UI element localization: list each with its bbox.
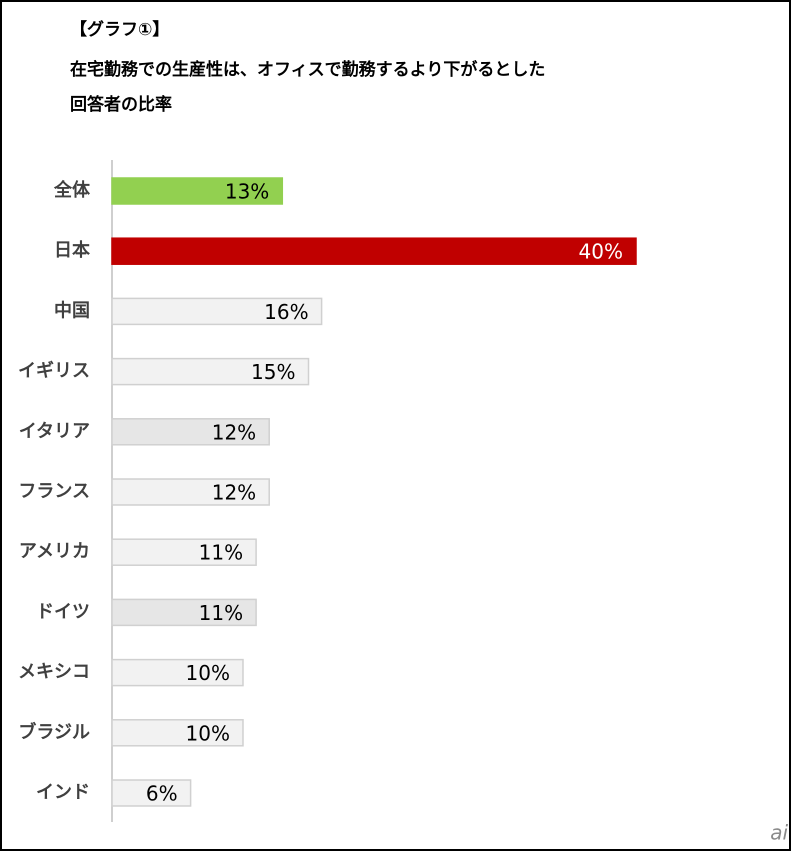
category-label: メキシコ <box>18 662 90 683</box>
category-label: ブラジル <box>18 721 90 743</box>
category-label: アメリカ <box>19 541 90 562</box>
category-label: 中国 <box>54 299 90 321</box>
category-label: 全体 <box>53 179 91 201</box>
category-label: イタリア <box>19 421 90 442</box>
category-label: 日本 <box>54 239 90 261</box>
category-label: イギリス <box>18 361 90 382</box>
bar <box>111 658 244 687</box>
value-label: 11% <box>199 541 243 565</box>
value-label: 11% <box>199 601 243 625</box>
category-label: インド <box>36 782 90 803</box>
value-label: 12% <box>212 420 256 444</box>
bar <box>111 538 257 566</box>
bar <box>111 598 257 627</box>
bar <box>111 418 270 446</box>
chart-title: 回答者の比率 <box>70 94 172 115</box>
value-label: 6% <box>146 782 178 806</box>
value-label: 15% <box>251 360 295 384</box>
bar <box>111 719 244 747</box>
chart-title: 在宅勤務での生産性は、オフィスで勤務するより下がるとした <box>70 59 545 80</box>
value-label: 40% <box>579 240 623 264</box>
bar <box>111 478 270 506</box>
value-label: 13% <box>225 180 269 204</box>
bar <box>111 237 637 265</box>
value-label: 16% <box>264 300 308 324</box>
bar <box>111 177 284 205</box>
bar <box>111 297 323 326</box>
value-label: 12% <box>212 481 256 505</box>
bar <box>111 357 310 386</box>
bar <box>111 779 192 807</box>
category-label: ドイツ <box>36 601 90 622</box>
watermark: ai <box>770 821 788 845</box>
value-label: 10% <box>186 661 230 685</box>
value-label: 10% <box>186 721 230 745</box>
category-label: フランス <box>18 481 90 502</box>
chart-title: 【グラフ①】 <box>70 19 169 40</box>
